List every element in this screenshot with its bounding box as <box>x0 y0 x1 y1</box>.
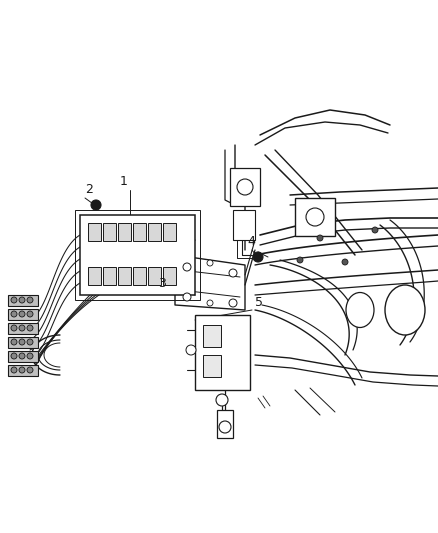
Circle shape <box>183 263 191 271</box>
Circle shape <box>229 269 237 277</box>
Circle shape <box>27 339 33 345</box>
Bar <box>163 267 176 285</box>
Text: 4: 4 <box>247 235 255 248</box>
Bar <box>8 351 38 362</box>
Circle shape <box>27 325 33 331</box>
Bar <box>8 323 38 334</box>
Circle shape <box>253 252 263 262</box>
Bar <box>148 223 161 241</box>
Bar <box>133 223 146 241</box>
Circle shape <box>19 339 25 345</box>
Bar <box>295 198 335 236</box>
Bar <box>230 168 260 206</box>
Circle shape <box>183 293 191 301</box>
Circle shape <box>229 299 237 307</box>
Bar <box>88 267 101 285</box>
Bar <box>203 325 221 347</box>
Bar <box>8 365 38 376</box>
Circle shape <box>11 311 17 317</box>
Bar <box>163 223 176 241</box>
Ellipse shape <box>385 285 425 335</box>
Bar <box>148 267 161 285</box>
Circle shape <box>11 353 17 359</box>
Bar <box>103 267 116 285</box>
Circle shape <box>19 297 25 303</box>
Circle shape <box>11 297 17 303</box>
Circle shape <box>237 179 253 195</box>
Bar <box>88 223 101 241</box>
Ellipse shape <box>346 293 374 327</box>
Circle shape <box>19 367 25 373</box>
Circle shape <box>11 339 17 345</box>
Circle shape <box>306 208 324 226</box>
Circle shape <box>27 311 33 317</box>
Bar <box>195 315 250 390</box>
Bar <box>8 309 38 320</box>
Text: 2: 2 <box>85 183 93 196</box>
Circle shape <box>11 367 17 373</box>
Circle shape <box>27 297 33 303</box>
Circle shape <box>342 259 348 265</box>
Circle shape <box>219 421 231 433</box>
Circle shape <box>91 200 101 210</box>
Circle shape <box>19 311 25 317</box>
Circle shape <box>27 367 33 373</box>
Bar <box>118 267 131 285</box>
Bar <box>203 355 221 377</box>
Bar <box>133 267 146 285</box>
Text: 3: 3 <box>158 277 166 290</box>
Circle shape <box>372 227 378 233</box>
Bar <box>118 223 131 241</box>
Circle shape <box>207 300 213 306</box>
Circle shape <box>11 325 17 331</box>
Circle shape <box>317 235 323 241</box>
Text: 5: 5 <box>255 296 263 309</box>
Circle shape <box>19 325 25 331</box>
Circle shape <box>297 257 303 263</box>
Bar <box>103 223 116 241</box>
Circle shape <box>186 345 196 355</box>
Bar <box>75 210 200 300</box>
Bar <box>8 337 38 348</box>
Circle shape <box>27 353 33 359</box>
Bar <box>233 210 255 240</box>
Text: 1: 1 <box>120 175 128 188</box>
Bar <box>217 410 233 438</box>
Bar <box>8 295 38 306</box>
Circle shape <box>216 394 228 406</box>
Bar <box>80 215 195 295</box>
Circle shape <box>19 353 25 359</box>
Circle shape <box>207 260 213 266</box>
